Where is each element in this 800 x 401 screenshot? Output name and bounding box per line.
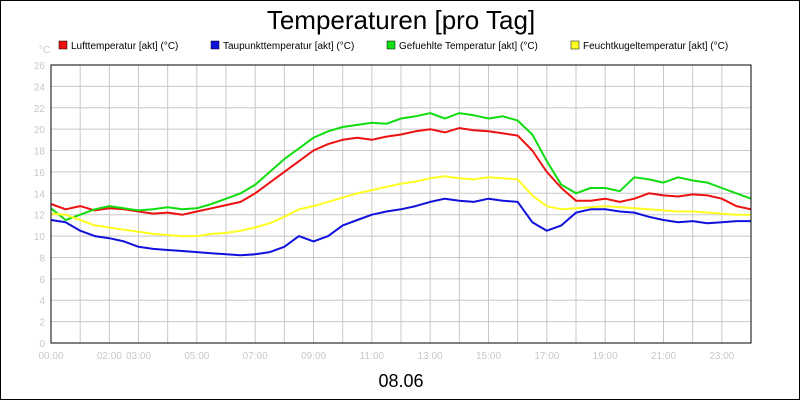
legend-swatch — [386, 40, 396, 50]
x-tick-label: 00:00 — [38, 351, 63, 362]
x-tick-label: 11:00 — [360, 351, 385, 362]
series-line-0 — [50, 127, 752, 216]
legend-label: Lufttemperatur [akt] (°C) — [71, 41, 178, 52]
y-tick-label: 0 — [39, 339, 45, 350]
x-tick-label: 19:00 — [593, 351, 618, 362]
x-tick-label: 21:00 — [651, 351, 676, 362]
legend-swatch — [570, 40, 580, 50]
series-line-3 — [50, 175, 751, 238]
x-tick-label: 05:00 — [184, 351, 209, 362]
x-tick-label: 13:00 — [418, 351, 443, 362]
x-tick-label: 03:00 — [126, 351, 151, 362]
legend-label: Feuchtkugeltemperatur [akt] (°C) — [583, 41, 728, 52]
y-tick-label: 16 — [34, 168, 46, 179]
x-tick-label: 07:00 — [243, 351, 268, 362]
legend-label: Taupunkttemperatur [akt] (°C) — [223, 41, 354, 52]
y-tick-label: 14 — [34, 189, 46, 200]
y-tick-label: 22 — [34, 104, 46, 115]
x-tick-label: 17:00 — [534, 351, 559, 362]
y-tick-label: 18 — [34, 147, 46, 158]
x-tick-label: 02:00 — [97, 351, 122, 362]
legend-swatch — [58, 40, 68, 50]
x-tick-label: 09:00 — [301, 351, 326, 362]
chart-title: Temperaturen [pro Tag] — [267, 5, 535, 35]
legend: Lufttemperatur [akt] (°C) Taupunkttempera… — [58, 40, 728, 52]
y-axis-unit: °C — [39, 45, 50, 56]
y-tick-label: 12 — [34, 211, 46, 222]
y-tick-label: 2 — [39, 318, 45, 329]
series-lines — [50, 112, 752, 257]
x-axis-ticks: 00:00 02:00 03:00 05:00 07:00 09:00 11:00 13:00… — [38, 351, 734, 362]
plot-border — [50, 64, 752, 344]
y-tick-label: 10 — [34, 232, 46, 243]
y-tick-label: 8 — [39, 253, 45, 264]
series-line-1 — [50, 197, 751, 257]
x-tick-label: 23:00 — [709, 351, 734, 362]
series-line-2 — [50, 112, 752, 221]
legend-swatch — [210, 40, 220, 50]
y-tick-label: 20 — [34, 125, 46, 136]
legend-label: Gefuehlte Temperatur [akt] (°C) — [399, 41, 538, 52]
y-tick-label: 6 — [39, 275, 45, 286]
date-label: 08.06 — [378, 371, 423, 391]
y-tick-label: 24 — [34, 82, 46, 93]
y-tick-label: 4 — [39, 296, 45, 307]
x-tick-label: 15:00 — [476, 351, 501, 362]
y-tick-label: 26 — [34, 61, 46, 72]
